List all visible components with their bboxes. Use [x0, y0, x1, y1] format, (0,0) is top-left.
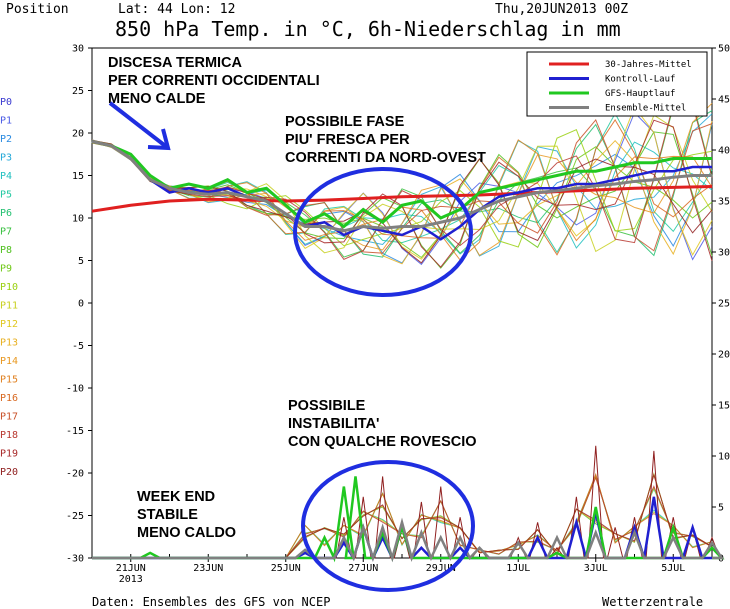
series-line-ensemble-mittel — [91, 140, 712, 233]
member-temp-line — [91, 102, 713, 257]
member-label: P17 — [0, 412, 18, 423]
y-right-tick-label: 45 — [718, 95, 730, 106]
y-left-tick-label: 5 — [78, 256, 84, 267]
position-label: Position — [6, 2, 69, 17]
member-label: P1 — [0, 116, 12, 127]
y-left-tick-label: -20 — [66, 469, 84, 480]
y-left-tick-label: -5 — [72, 341, 84, 352]
brand-footer: Wetterzentrale — [602, 595, 703, 609]
member-label: P7 — [0, 227, 12, 238]
member-label: P13 — [0, 338, 18, 349]
legend-label: 30-Jahres-Mittel — [605, 60, 692, 70]
x-tick-label: 1JUL — [506, 563, 530, 574]
annotation-text: MENO CALDO — [137, 525, 236, 541]
x-tick-label: 29JUN — [426, 563, 456, 574]
annotation-text: MENO CALDE — [108, 91, 206, 107]
member-label: P11 — [0, 301, 18, 312]
member-temp-line — [91, 114, 713, 254]
data-source-footer: Daten: Ensembles des GFS von NCEP — [92, 595, 330, 609]
precip-line-ensemble-mittel — [92, 517, 724, 563]
x-tick-label: 3JUL — [584, 563, 608, 574]
member-label: P4 — [0, 171, 12, 182]
highlight-circle-instability — [301, 460, 475, 592]
member-label: P9 — [0, 264, 12, 275]
annotation-text: CORRENTI DA NORD-OVEST — [285, 150, 486, 166]
member-label: P3 — [0, 153, 12, 164]
x-tick-label: 21JUN — [116, 563, 146, 574]
annotation-text: POSSIBILE FASE — [285, 114, 405, 130]
annotation-text: WEEK END — [137, 489, 215, 505]
y-right-tick-label: 20 — [718, 350, 730, 361]
highlight-circle-fresh-phase — [293, 167, 473, 297]
y-right-tick-label: 50 — [718, 44, 730, 55]
member-label: P12 — [0, 319, 18, 330]
series-line-kontroll-lauf — [91, 140, 712, 241]
x-tick-label: 5JUL — [661, 563, 685, 574]
annotation-arrow-icon — [108, 101, 170, 150]
y-left-tick-label: 0 — [78, 299, 84, 310]
member-label: P15 — [0, 375, 18, 386]
member-temp-line — [91, 103, 713, 261]
annotation-text: PER CORRENTI OCCIDENTALI — [108, 73, 320, 89]
y-left-tick-label: -30 — [66, 554, 84, 565]
y-left-tick-label: 15 — [72, 171, 84, 182]
series-line-30-jahres-mittel — [91, 185, 713, 213]
series-line-gfs-hauptlauf — [91, 140, 712, 229]
y-right-tick-label: 30 — [718, 248, 730, 259]
y-left-tick-label: 30 — [72, 44, 84, 55]
legend-label: Ensemble-Mittel — [605, 104, 686, 114]
y-right-tick-label: 25 — [718, 299, 730, 310]
y-right-tick-label: 40 — [718, 146, 730, 157]
member-label: P14 — [0, 356, 18, 367]
y-left-tick-label: 25 — [72, 86, 84, 97]
member-label: P0 — [0, 97, 12, 108]
legend-label: GFS-Hauptlauf — [605, 89, 675, 99]
annotation-text: POSSIBILE — [288, 398, 366, 414]
run-date: Thu,20JUN2013 00Z — [495, 2, 628, 17]
member-label: P6 — [0, 208, 12, 219]
member-label: P18 — [0, 430, 18, 441]
y-left-tick-label: -25 — [66, 511, 84, 522]
annotation-arrow-head-icon — [147, 128, 171, 151]
member-label: P20 — [0, 467, 18, 478]
member-label: P2 — [0, 134, 12, 145]
member-temp-line — [91, 139, 713, 264]
y-right-tick-label: 5 — [718, 503, 724, 514]
member-label: P5 — [0, 190, 12, 201]
chart-title: 850 hPa Temp. in °C, 6h-Niederschlag in … — [115, 17, 621, 41]
latlon-label: Lat: 44 Lon: 12 — [118, 2, 235, 17]
y-left-tick-label: -10 — [66, 384, 84, 395]
annotation-text: CON QUALCHE ROVESCIO — [288, 434, 477, 450]
annotation-text: DISCESA TERMICA — [108, 55, 243, 71]
y-left-tick-label: 20 — [72, 129, 84, 140]
y-right-tick-label: 10 — [718, 452, 730, 463]
member-label: P16 — [0, 393, 18, 404]
annotation-text: INSTABILITA' — [288, 416, 380, 432]
x-tick-label: 25JUN — [271, 563, 301, 574]
y-left-tick-label: 10 — [72, 214, 84, 225]
member-label: P8 — [0, 245, 12, 256]
member-label: P19 — [0, 449, 18, 460]
x-tick-label: 27JUN — [348, 563, 378, 574]
legend-label: Kontroll-Lauf — [605, 75, 675, 85]
annotation-text: PIU' FRESCA PER — [285, 132, 410, 148]
x-tick-label: 23JUN — [193, 563, 223, 574]
annotation-text: STABILE — [137, 507, 198, 523]
plot-area: -30-25-20-15-10-505101520253005101520253… — [0, 44, 730, 592]
y-right-tick-label: 15 — [718, 401, 730, 412]
member-label: P10 — [0, 282, 18, 293]
x-tick-sublabel: 2013 — [119, 574, 143, 585]
y-right-tick-label: 35 — [718, 197, 730, 208]
y-left-tick-label: -15 — [66, 426, 84, 437]
